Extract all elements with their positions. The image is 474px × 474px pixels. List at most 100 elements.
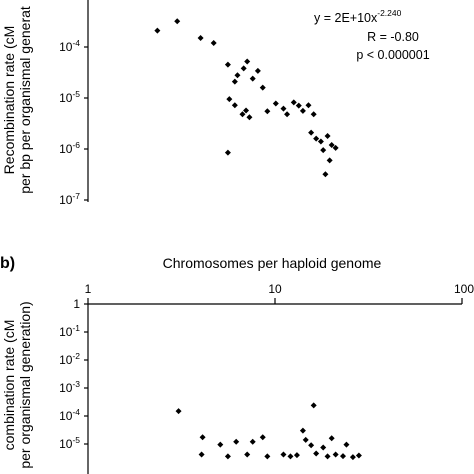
panel-b-y-tick-3-base: 10 [59, 381, 73, 395]
panel-b-point-18 [287, 453, 294, 460]
panel-b-y-tick-3-label: 10-3 [59, 379, 80, 395]
panel-a-point-10 [254, 67, 261, 74]
panel-b-y-ticks: 110-110-210-310-410-5 [59, 297, 88, 451]
panel-a-point-17 [264, 108, 271, 115]
panel-b-point-7 [310, 402, 317, 409]
panel-a-y-tick-0-label: 10-4 [59, 38, 80, 54]
panel-b-point-1 [199, 434, 206, 441]
panel-a-point-29 [324, 132, 331, 139]
panel-a-p-value: p < 0.000001 [356, 48, 429, 62]
panel-a-point-16 [259, 84, 266, 91]
panel-a-point-15 [246, 114, 253, 121]
panel-a-point-4 [224, 61, 231, 68]
panel-b-y-tick-5-label: 10-5 [59, 435, 80, 451]
panel-a-point-27 [313, 135, 320, 142]
panel-a-point-24 [305, 102, 312, 109]
panel-b-label: b) [0, 255, 15, 272]
panel-a-point-7 [234, 72, 241, 79]
panel-a-point-3 [210, 39, 217, 46]
panel-a-point-32 [332, 144, 339, 151]
panel-b-x-ticks: 1 10 100 [85, 282, 474, 304]
panel-b-point-13 [198, 451, 205, 458]
panel-b-point-17 [280, 451, 287, 458]
panel-a-point-14 [243, 107, 250, 114]
panel-b-x-tick-2-label: 100 [454, 282, 474, 296]
panel-a-point-12 [231, 102, 238, 109]
panel-b-points [175, 402, 362, 461]
panel-b-point-12 [343, 441, 350, 448]
panel-b-point-3 [233, 438, 240, 445]
panel-b-x-tick-0-label: 1 [85, 282, 92, 296]
panel-b-point-0 [175, 408, 182, 415]
panel-a-point-25 [310, 111, 317, 118]
panel-b-point-5 [259, 434, 266, 441]
panel-a-ylabel-line2: per bp per organismal generat [17, 6, 33, 194]
panel-a-point-8 [231, 78, 238, 85]
panel-b-y-tick-2-base: 10 [59, 353, 73, 367]
panel-a-ylabel-line1: Recombination rate (cM [1, 26, 17, 175]
panel-a-point-35 [326, 157, 333, 164]
panel-b-point-6 [299, 427, 306, 434]
panel-a-y-tick-2-label: 10-6 [59, 140, 80, 156]
panel-b-y-tick-4-label: 10-4 [59, 407, 80, 423]
panel-a-y-tick-3-exponent: -7 [72, 191, 80, 201]
panel-b-point-20 [313, 450, 320, 457]
panel-b-y-tick-1-label: 10-1 [59, 323, 80, 339]
panel-a-equation-base: y = 2E+10x [314, 11, 378, 25]
panel-b-x-tick-1-label: 10 [268, 282, 282, 296]
panel-b-y-tick-0-label: 1 [73, 297, 80, 311]
panel-a-point-20 [284, 111, 291, 118]
panel-a-point-18 [272, 100, 279, 107]
panel-b-y-tick-1-base: 10 [59, 325, 73, 339]
panel-b-y-tick-4-base: 10 [59, 409, 73, 423]
panel-b-point-24 [349, 454, 356, 461]
panel-b-y-tick-3-exponent: -3 [72, 379, 80, 389]
panel-a-y-tick-3-base: 10 [59, 193, 73, 207]
panel-a-point-6 [244, 58, 251, 65]
panel-b-point-23 [339, 453, 346, 460]
panel-a-y-tick-3-label: 10-7 [59, 191, 80, 207]
panel-b-y-tick-5-exponent: -5 [72, 435, 80, 445]
panel-a-point-5 [240, 65, 247, 72]
panel-a-point-34 [322, 171, 329, 178]
panel-a-equation-exponent: -2.240 [377, 8, 401, 18]
panel-b-point-2 [217, 441, 224, 448]
panel-a-point-22 [295, 102, 302, 109]
panel-b-point-4 [249, 438, 256, 445]
panel-a-y-tick-2-base: 10 [59, 142, 73, 156]
panel-a-y-tick-2-exponent: -6 [72, 140, 80, 150]
panel-b-y-tick-0-base: 1 [73, 297, 80, 311]
panel-a-equation: y = 2E+10x-2.240 [314, 8, 402, 25]
panel-b-point-8 [302, 436, 309, 443]
panel-b-y-tick-5-base: 10 [59, 437, 73, 451]
panel-a-y-tick-1-base: 10 [59, 91, 73, 105]
panel-b-point-16 [264, 453, 271, 460]
panel-b-ylabel-line2: per organismal generation) [17, 301, 33, 468]
panel-a-y-tick-0-exponent: -4 [72, 38, 80, 48]
panel-a-point-26 [308, 129, 315, 136]
panel-a-y-tick-1-label: 10-5 [59, 89, 80, 105]
panel-a-points [154, 18, 339, 178]
panel-a-point-28 [317, 138, 324, 145]
panel-b-point-25 [355, 452, 362, 459]
panel-b-point-9 [308, 442, 315, 449]
panel-b: b) Chromosomes per haploid genome 1 10 100… [0, 255, 474, 474]
panel-b-point-14 [224, 453, 231, 460]
panel-a-y-tick-1-exponent: -5 [72, 89, 80, 99]
panel-b-ylabel-line1: combination rate (cM [1, 320, 17, 451]
panel-b-y-tick-2-exponent: -2 [72, 351, 80, 361]
panel-b-xlabel: Chromosomes per haploid genome [163, 255, 382, 271]
panel-b-point-22 [332, 451, 339, 458]
panel-a-point-9 [249, 75, 256, 82]
panel-a-point-1 [174, 18, 181, 25]
panel-b-point-15 [244, 451, 251, 458]
panel-b-point-19 [293, 452, 300, 459]
panel-b-y-tick-1-exponent: -1 [72, 323, 80, 333]
panel-a-r-value: R = -0.80 [367, 30, 419, 44]
panel-a-point-13 [239, 111, 246, 118]
panel-b-y-tick-4-exponent: -4 [72, 407, 80, 417]
panel-a-point-33 [224, 149, 231, 156]
panel-a-point-31 [328, 141, 335, 148]
panel-a-point-19 [280, 105, 287, 112]
